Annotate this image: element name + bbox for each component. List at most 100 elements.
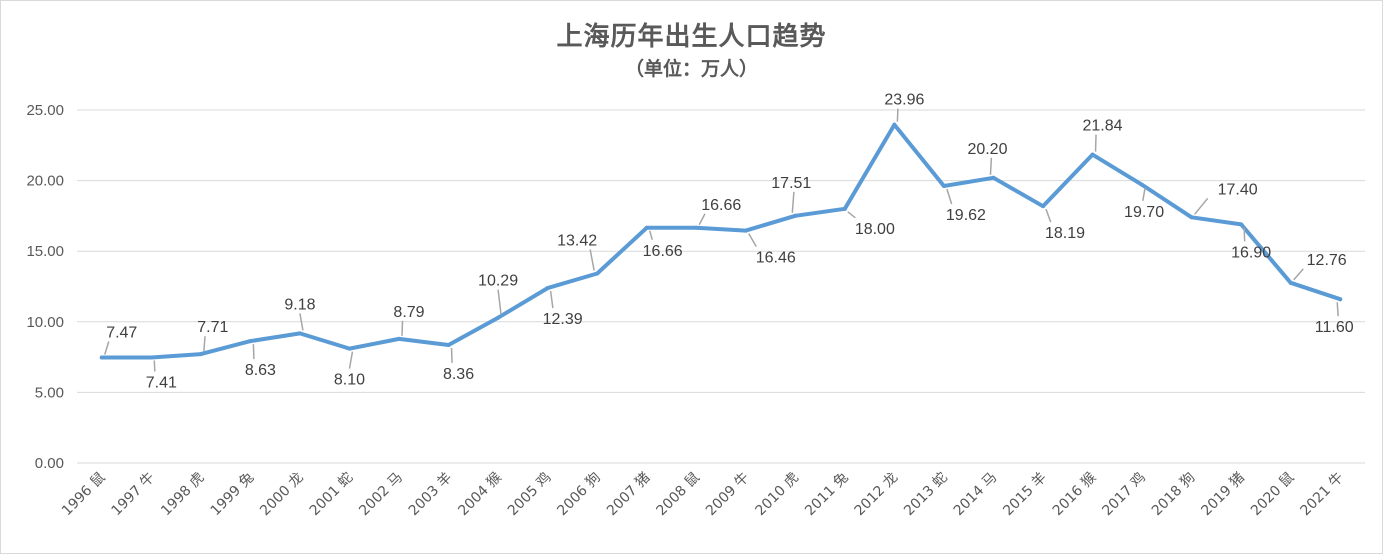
x-tick-label: 2014 马 [951, 470, 1001, 520]
data-label: 12.76 [1307, 252, 1347, 269]
data-label: 7.47 [106, 325, 137, 342]
leader-line [847, 211, 856, 219]
data-point [149, 355, 154, 360]
x-tick-label: 2013 蛇 [901, 470, 951, 520]
data-label: 20.20 [967, 141, 1007, 158]
data-point [842, 206, 847, 211]
leader-line [791, 191, 795, 213]
y-tick-label: 0.00 [35, 455, 64, 472]
leader-line [401, 320, 404, 336]
gridlines [77, 109, 1365, 464]
leader-line [1293, 268, 1304, 281]
leader-line [252, 344, 255, 360]
y-tick-label: 10.00 [26, 314, 64, 331]
data-label: 16.66 [701, 197, 741, 214]
data-point [1090, 152, 1095, 157]
leader-line [497, 289, 502, 315]
data-label: 12.39 [543, 311, 583, 328]
x-tick-label: 2021 牛 [1297, 470, 1347, 520]
data-label: 8.79 [393, 304, 424, 321]
x-tick-label: 2009 牛 [703, 470, 753, 520]
leader-line [1094, 134, 1097, 152]
x-tick-label: 2002 马 [356, 470, 406, 520]
data-point [991, 175, 996, 180]
y-tick-label: 25.00 [26, 102, 64, 119]
data-point [1041, 204, 1045, 209]
leader-line [549, 290, 554, 309]
data-point [297, 331, 302, 336]
x-axis-ticks: 1996 鼠 1997 牛 1998 虎 1999 兔 2000 龙 2001 蛇 2002… [59, 469, 1347, 519]
series-line [99, 122, 1343, 360]
leader-line [989, 157, 993, 175]
x-tick-label: 2004 猴 [455, 470, 505, 520]
data-label: 10.29 [478, 273, 518, 290]
x-tick-label: 1997 牛 [109, 470, 159, 520]
leader-line [896, 108, 899, 122]
x-tick-label: 2008 鼠 [653, 470, 703, 520]
data-point [1140, 182, 1145, 187]
y-tick-label: 5.00 [35, 384, 64, 401]
data-point [1189, 215, 1194, 220]
leader-line [648, 230, 654, 240]
leader-line [299, 313, 304, 331]
data-label: 8.63 [245, 362, 276, 379]
data-labels: 7.47 7.41 7.71 8.63 9.18 8.10 8.79 8.36 10.29 12.… [106, 92, 1354, 392]
leader-line [1194, 197, 1209, 215]
data-point [347, 346, 352, 351]
chart-subtitle: （单位：万人） [624, 58, 758, 80]
data-label: 21.84 [1083, 118, 1123, 135]
data-label: 16.66 [643, 243, 683, 260]
x-tick-label: 2006 狗 [554, 470, 604, 520]
data-point [397, 336, 401, 341]
data-label: 8.36 [443, 366, 474, 383]
data-label: 18.19 [1045, 225, 1085, 242]
leader-line [1045, 208, 1052, 223]
data-point [248, 339, 253, 344]
leader-line [589, 249, 595, 271]
data-point [1338, 297, 1343, 302]
data-label: 16.90 [1231, 244, 1271, 261]
chart-title: 上海历年出生人口趋势 [556, 22, 827, 52]
data-label: 11.60 [1315, 319, 1354, 336]
leader-line [1142, 187, 1146, 201]
data-point [545, 286, 550, 291]
y-tick-label: 15.00 [26, 243, 64, 260]
x-tick-label: 1998 虎 [158, 470, 208, 520]
label-leader-lines [104, 108, 1339, 372]
x-tick-label: 2012 龙 [852, 470, 902, 520]
data-point [446, 342, 451, 347]
series-polyline [99, 122, 1343, 360]
x-tick-label: 2019 猪 [1198, 470, 1248, 520]
leader-line [1243, 227, 1246, 242]
x-tick-label: 2017 鸡 [1099, 469, 1149, 519]
y-tick-label: 20.00 [26, 173, 64, 190]
x-tick-label: 2000 龙 [257, 470, 307, 520]
data-label: 23.96 [884, 92, 924, 109]
data-label: 16.46 [756, 250, 796, 267]
leader-line [748, 233, 757, 247]
x-tick-label: 1996 鼠 [59, 470, 109, 520]
x-tick-label: 1999 兔 [208, 470, 258, 520]
x-tick-label: 2020 鼠 [1248, 470, 1298, 520]
leader-line [348, 351, 354, 369]
data-point [941, 183, 946, 188]
x-tick-label: 2015 羊 [1000, 470, 1050, 520]
data-point [99, 355, 104, 360]
x-tick-label: 2001 蛇 [307, 470, 357, 520]
leader-line [698, 213, 706, 226]
y-axis-ticks: 0.00 5.00 10.00 15.00 20.00 25.00 [26, 102, 64, 472]
leader-line [946, 188, 953, 205]
data-point [694, 225, 699, 230]
leader-line [153, 360, 156, 372]
leader-line [1336, 302, 1339, 317]
x-tick-label: 2003 羊 [406, 470, 456, 520]
data-label: 9.18 [284, 296, 315, 313]
data-point [1288, 280, 1293, 285]
data-point [644, 225, 649, 230]
data-label: 19.62 [946, 207, 986, 224]
x-tick-label: 2011 兔 [802, 470, 852, 520]
x-tick-label: 2005 鸡 [504, 469, 554, 519]
data-label: 7.71 [197, 319, 228, 336]
